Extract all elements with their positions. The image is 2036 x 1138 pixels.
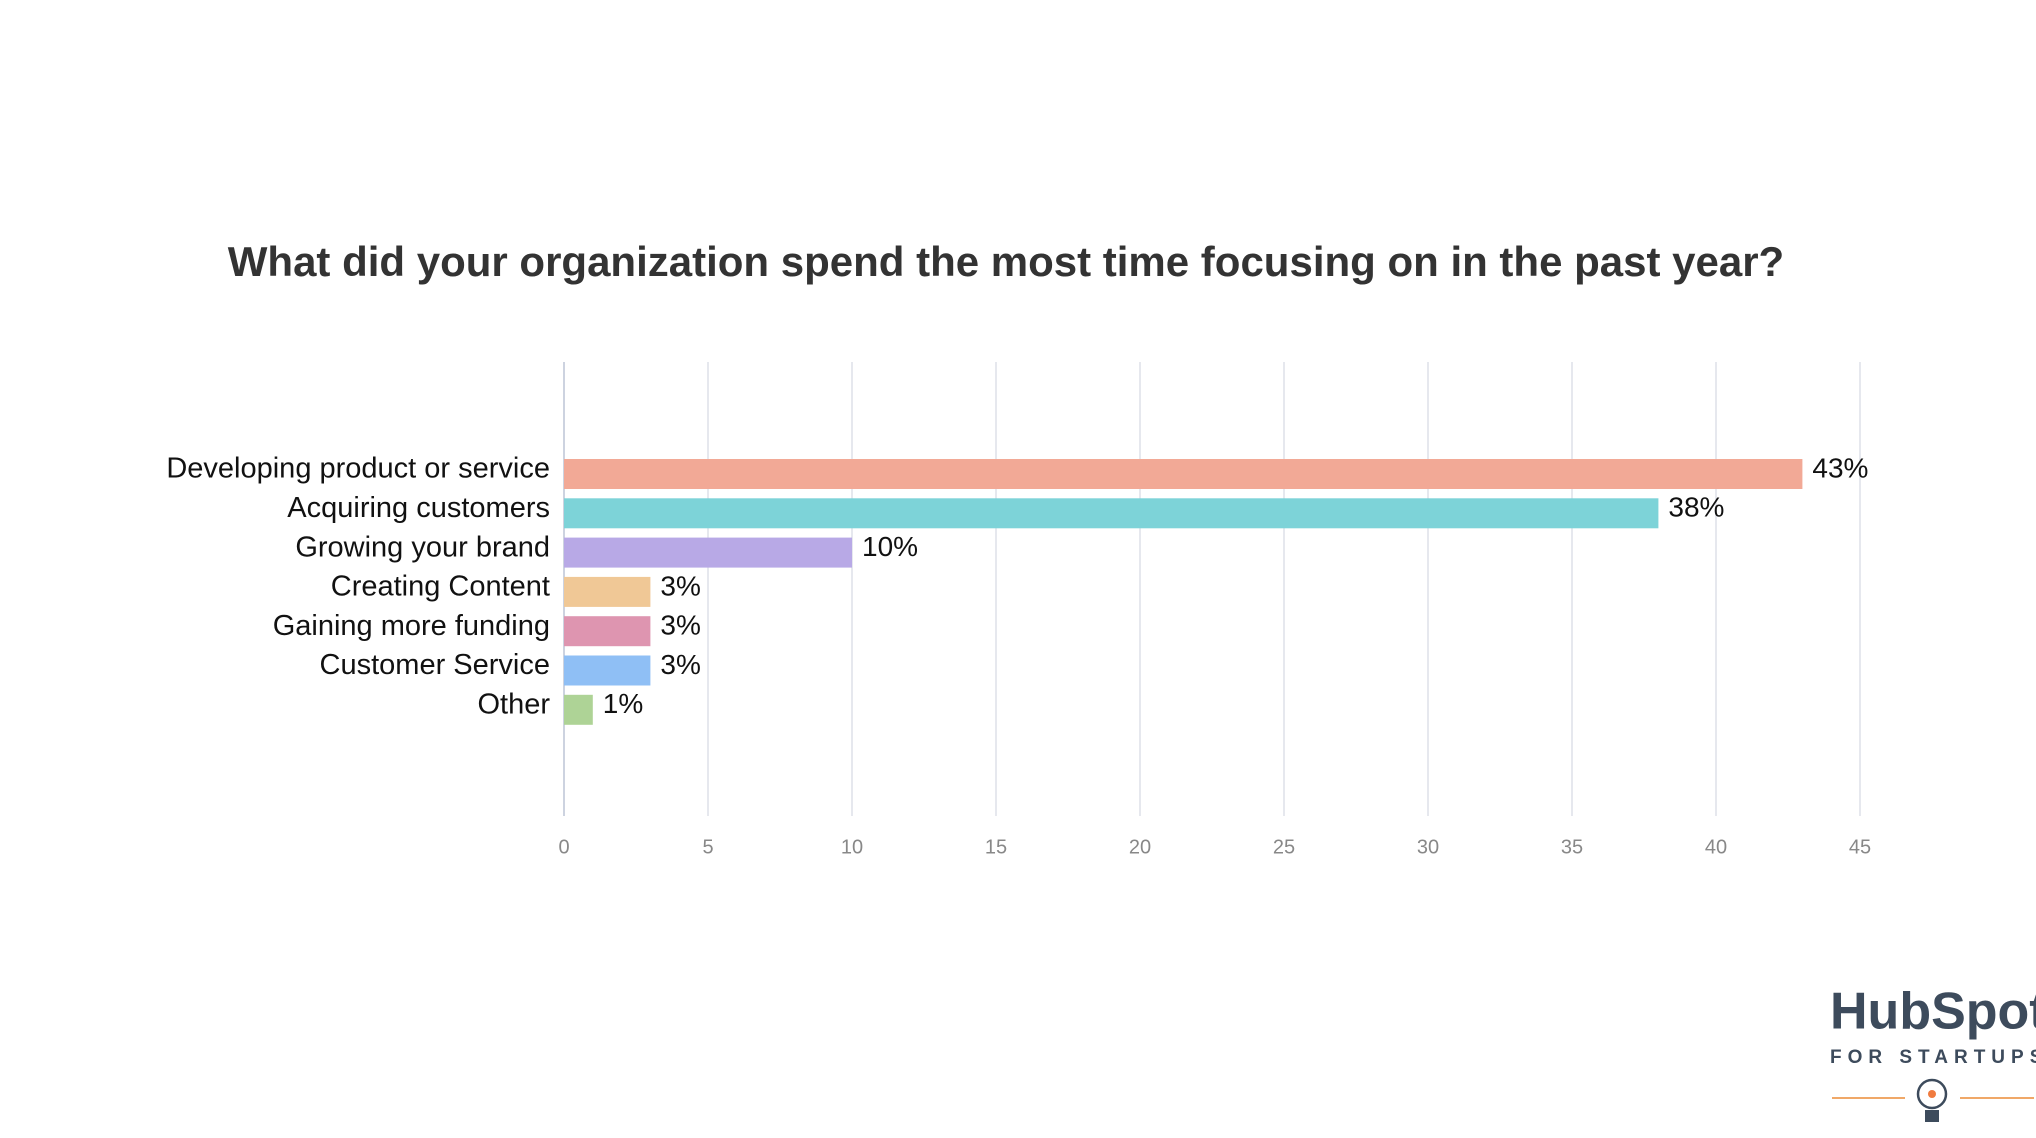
bar <box>564 576 651 607</box>
data-label: 3% <box>660 610 700 641</box>
y-tick-label: Developing product or service <box>166 453 550 485</box>
y-tick-label: Creating Content <box>331 571 550 603</box>
logo-bulb <box>1916 1078 1948 1110</box>
y-tick-label: Gaining more funding <box>273 610 550 642</box>
data-label: 3% <box>660 570 700 601</box>
y-tick-label: Other <box>477 688 550 720</box>
logo-sprocket <box>1928 1090 1936 1098</box>
y-tick-label: Customer Service <box>320 649 550 681</box>
data-label: 10% <box>862 531 918 562</box>
x-tick-label: 5 <box>702 836 713 858</box>
x-tick-label: 0 <box>558 836 569 858</box>
bar <box>564 537 852 568</box>
bar <box>564 459 1803 489</box>
bar <box>564 498 1659 529</box>
bar <box>564 655 651 686</box>
x-tick-label: 10 <box>841 836 863 858</box>
x-tick-label: 15 <box>985 836 1007 858</box>
data-label: 1% <box>603 688 643 719</box>
chart-title: What did your organization spend the mos… <box>228 238 1784 285</box>
data-label: 38% <box>1668 492 1724 523</box>
x-tick-label: 35 <box>1561 836 1583 858</box>
logo-brand: HubSpot <box>1830 983 2036 1041</box>
x-tick-label: 20 <box>1129 836 1151 858</box>
logo: HubSpot FOR STARTUPS <box>1830 983 2036 1122</box>
data-label: 3% <box>660 649 700 680</box>
logo-tagline: FOR STARTUPS <box>1830 1047 2036 1068</box>
x-tick-label: 45 <box>1849 836 1871 858</box>
bar <box>564 694 593 725</box>
logo-bulb-base <box>1925 1110 1939 1122</box>
x-tick-label: 40 <box>1705 836 1727 858</box>
x-tick-label: 30 <box>1417 836 1439 858</box>
x-tick-label: 25 <box>1273 836 1295 858</box>
data-label: 43% <box>1812 452 1868 483</box>
y-tick-label: Growing your brand <box>295 531 550 563</box>
bar <box>564 616 651 647</box>
y-tick-label: Acquiring customers <box>287 492 550 524</box>
